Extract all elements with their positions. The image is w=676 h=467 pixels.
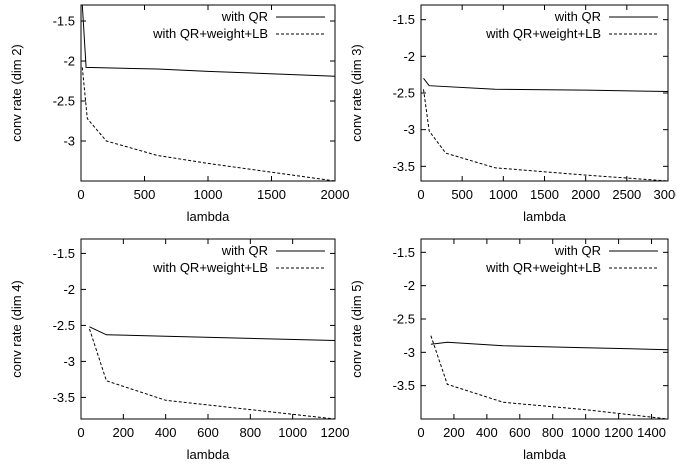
x-tick-label: 1200 [321, 425, 350, 440]
x-tick-label: 1000 [489, 187, 518, 202]
x-tick-label: 1000 [278, 425, 307, 440]
series-line-with-qr-weight-lb [430, 335, 669, 420]
legend-label: with QR+weight+LB [485, 260, 601, 275]
y-tick-label: -1.5 [393, 12, 415, 27]
y-tick-label: -3 [63, 134, 75, 149]
x-tick-label: 800 [542, 425, 564, 440]
x-tick-label: 0 [417, 425, 424, 440]
x-tick-label: 2000 [321, 187, 350, 202]
x-tick-label: 200 [443, 425, 465, 440]
x-tick-label: 600 [197, 425, 219, 440]
x-tick-label: 1500 [257, 187, 286, 202]
x-tick-label: 0 [77, 425, 84, 440]
y-tick-label: -2.5 [53, 94, 75, 109]
x-tick-label: 800 [239, 425, 261, 440]
chart-panel-2: 0 500 1000 1500 2000 2500 3000 -1.5 -2 -2.5 -3 -3.5… [349, 4, 676, 224]
x-tick-label: 0 [77, 187, 84, 202]
legend-label: with QR+weight+LB [152, 26, 268, 41]
y-tick-label: -2 [403, 278, 415, 293]
series-line-with-qr-weight-lb [423, 89, 669, 182]
y-tick-label: -1.5 [53, 246, 75, 261]
legend-label: with QR [554, 243, 601, 258]
y-axis-label: conv rate (dim 3) [349, 44, 364, 142]
y-tick-label: -2 [63, 54, 75, 69]
x-axis-label: lambda [187, 209, 230, 224]
legend-label: with QR [221, 243, 268, 258]
x-tick-label: 1400 [637, 425, 666, 440]
x-tick-label: 3000 [654, 187, 676, 202]
y-tick-label: -2.5 [53, 318, 75, 333]
series-line-with-qr [423, 77, 669, 92]
y-axis-label: conv rate (dim 4) [9, 280, 24, 378]
x-tick-label: 1500 [530, 187, 559, 202]
y-tick-label: -3.5 [393, 159, 415, 174]
series-line-with-qr [430, 341, 669, 351]
x-axis-label: lambda [523, 209, 566, 224]
legend-label: with QR+weight+LB [485, 26, 601, 41]
chart-panel-4: 0 200 400 600 800 1000 1200 1400 -1.5 -2 -2.5 -3 -3.… [349, 238, 669, 462]
y-tick-label: -3.5 [393, 378, 415, 393]
series-line-with-qr-weight-lb [89, 328, 336, 420]
y-tick-label: -3 [403, 345, 415, 360]
series-line-with-qr [89, 326, 336, 341]
x-tick-label: 600 [509, 425, 531, 440]
x-tick-label: 400 [155, 425, 177, 440]
x-tick-label: 1000 [571, 425, 600, 440]
x-tick-label: 400 [476, 425, 498, 440]
x-tick-label: 1000 [194, 187, 223, 202]
y-tick-label: -1.5 [53, 14, 75, 29]
legend-label: with QR [554, 9, 601, 24]
y-tick-label: -1.5 [393, 245, 415, 260]
y-tick-label: -2 [63, 282, 75, 297]
y-tick-label: -3 [403, 122, 415, 137]
x-tick-label: 500 [451, 187, 473, 202]
y-axis-label: conv rate (dim 5) [349, 280, 364, 378]
chart-panel-1: 0 500 1000 1500 2000 -1.5 -2 -2.5 -3 lambda conv r… [9, 4, 350, 224]
legend-label: with QR [221, 9, 268, 24]
y-tick-label: -2 [403, 49, 415, 64]
x-tick-label: 500 [134, 187, 156, 202]
x-tick-label: 2000 [571, 187, 600, 202]
x-tick-label: 0 [417, 187, 424, 202]
x-axis-label: lambda [523, 447, 566, 462]
x-axis-label: lambda [187, 447, 230, 462]
chart-panel-3: 0 200 400 600 800 1000 1200 -1.5 -2 -2.5 -3 -3.5 lam… [9, 238, 350, 462]
plot-frame [420, 238, 669, 420]
y-axis-label: conv rate (dim 2) [9, 44, 24, 142]
legend-label: with QR+weight+LB [152, 260, 268, 275]
y-tick-label: -2.5 [393, 312, 415, 327]
series-line-with-qr [81, 4, 336, 77]
x-tick-label: 200 [112, 425, 134, 440]
y-tick-label: -3.5 [53, 390, 75, 405]
x-tick-label: 1200 [604, 425, 633, 440]
x-tick-label: 2500 [612, 187, 641, 202]
y-tick-label: -2.5 [393, 86, 415, 101]
y-tick-label: -3 [63, 354, 75, 369]
series-line-with-qr-weight-lb [81, 67, 336, 182]
